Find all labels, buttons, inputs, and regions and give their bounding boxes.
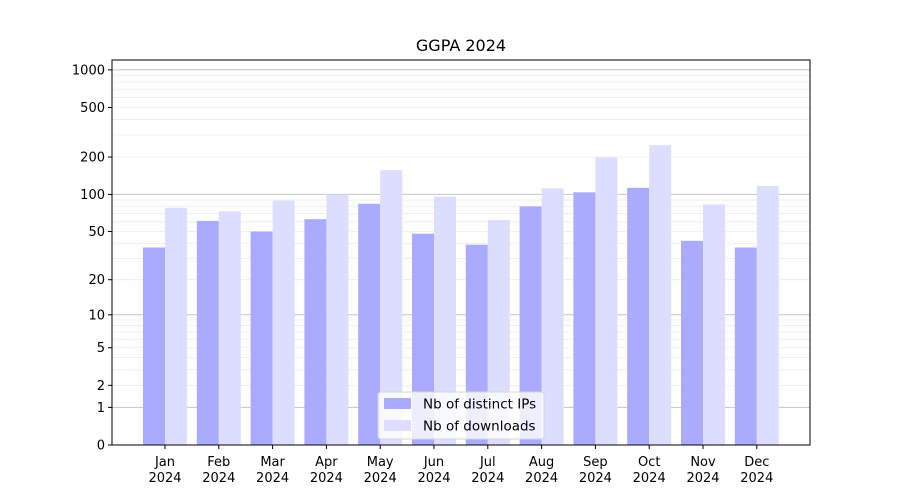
- bar-downloads: [595, 157, 618, 446]
- bar-downloads: [487, 220, 510, 445]
- bar-distinct-ips: [358, 203, 381, 445]
- bar-distinct-ips: [304, 219, 327, 445]
- x-tick-label: Jun 2024: [417, 455, 450, 486]
- x-tick-label: Jan 2024: [148, 455, 181, 486]
- bar-distinct-ips: [143, 247, 165, 445]
- bar-downloads: [218, 211, 241, 445]
- bar-distinct-ips: [681, 240, 703, 445]
- legend-label: Nb of distinct IPs: [423, 397, 536, 413]
- bar-distinct-ips: [519, 206, 542, 445]
- chart-title: GGPA 2024: [416, 36, 506, 55]
- x-tick-label: Oct 2024: [633, 455, 666, 486]
- y-tick-label: 20: [88, 273, 105, 288]
- y-tick-label: 1000: [72, 63, 105, 78]
- bar-downloads: [380, 170, 403, 445]
- x-tick-label: Mar 2024: [256, 455, 289, 486]
- bar-distinct-ips: [734, 247, 757, 445]
- legend-box: [377, 391, 545, 440]
- x-tick-label: May 2024: [364, 455, 397, 486]
- plot-frame: [111, 59, 811, 446]
- y-tick-label: 500: [80, 101, 105, 116]
- bar-downloads: [541, 188, 564, 445]
- y-tick-label: 1: [97, 401, 105, 416]
- x-tick-label: Jul 2024: [471, 455, 504, 486]
- y-tick-label: 50: [88, 225, 105, 240]
- y-tick-label: 100: [80, 188, 105, 203]
- bar-downloads: [326, 194, 349, 445]
- x-tick-label: Aug 2024: [525, 455, 558, 486]
- legend: Nb of distinct IPs Nb of downloads: [377, 391, 545, 440]
- bar-downloads: [272, 200, 295, 445]
- y-axis: 0 1 2 5 10 20 50 100 200 500 1000: [72, 63, 112, 454]
- y-tick-label: 0: [97, 439, 105, 454]
- x-tick-label: Dec 2024: [740, 455, 773, 486]
- y-tick-label: 5: [97, 341, 105, 356]
- bar-distinct-ips: [196, 220, 219, 445]
- x-tick-label: Nov 2024: [686, 455, 719, 486]
- bar-downloads: [756, 185, 779, 445]
- bar-distinct-ips: [250, 231, 273, 445]
- y-tick-label: 200: [80, 151, 105, 166]
- bar-downloads: [703, 204, 725, 445]
- y-tick-label: 10: [88, 308, 105, 323]
- x-tick-label: Feb 2024: [202, 455, 235, 486]
- x-tick-label: Apr 2024: [310, 455, 343, 486]
- legend-swatch: [384, 420, 411, 431]
- x-tick-label: Sep 2024: [579, 455, 612, 486]
- x-axis: Jan 2024 Feb 2024 Mar 2024 Apr 2024 May 2024 Jun 20…: [148, 445, 773, 486]
- bar-distinct-ips: [627, 187, 650, 445]
- bar-downloads: [165, 207, 187, 445]
- bar-downloads: [649, 145, 672, 445]
- bar-downloads: [434, 196, 456, 445]
- legend-label: Nb of downloads: [423, 419, 536, 435]
- legend-swatch: [384, 398, 411, 409]
- bar-distinct-ips: [573, 192, 596, 445]
- y-tick-label: 2: [97, 379, 105, 394]
